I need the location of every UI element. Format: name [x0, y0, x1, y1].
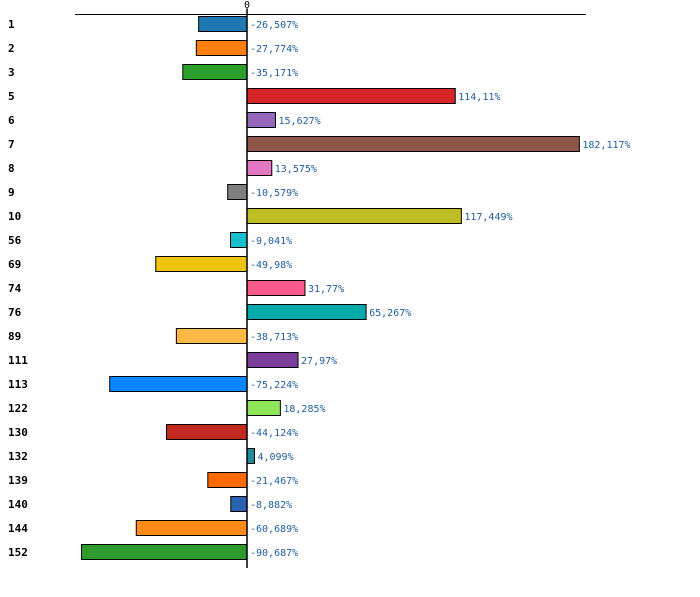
bar-76: [246, 304, 367, 320]
bars-group: [80, 16, 580, 560]
category-label: 130: [8, 426, 28, 439]
category-label: 144: [8, 522, 28, 535]
category-label: 10: [8, 210, 21, 223]
data-label: -75,224%: [250, 380, 298, 391]
data-label: 117,449%: [464, 212, 512, 223]
data-label: -49,98%: [250, 260, 292, 271]
bar-144: [135, 520, 248, 536]
bar-1: [198, 16, 248, 32]
bar-111: [246, 352, 299, 368]
category-label: 89: [8, 330, 21, 343]
data-label: 65,267%: [369, 308, 411, 319]
bar-8: [246, 160, 273, 176]
bar-89: [175, 328, 248, 344]
category-label: 76: [8, 306, 22, 319]
bar-2: [195, 40, 248, 56]
category-label: 152: [8, 546, 28, 559]
category-label: 2: [8, 42, 15, 55]
labels-group: 1 -26,507% 2 -27,774% 3 -35,171% 5 114,11% 6 15,6…: [8, 18, 631, 559]
bar-5: [246, 88, 456, 104]
category-label: 74: [8, 282, 22, 295]
data-label: -60,689%: [250, 524, 298, 535]
bar-140: [230, 496, 248, 512]
data-label: 4,099%: [257, 452, 293, 463]
category-label: 9: [8, 186, 15, 199]
data-label: 13,575%: [275, 164, 317, 175]
data-label: -21,467%: [250, 476, 298, 487]
data-label: -90,687%: [250, 548, 298, 559]
data-label: -27,774%: [250, 44, 298, 55]
data-label: -26,507%: [250, 20, 298, 31]
zero-tick-label: 0: [244, 0, 250, 11]
data-label: -10,579%: [250, 188, 298, 199]
data-label: 31,77%: [308, 284, 344, 295]
bar-139: [207, 472, 248, 488]
data-label: -35,171%: [250, 68, 298, 79]
category-label: 139: [8, 474, 28, 487]
category-label: 122: [8, 402, 28, 415]
category-label: 1: [8, 18, 15, 31]
bar-9: [227, 184, 248, 200]
bar-74: [246, 280, 306, 296]
bar-130: [165, 424, 248, 440]
bar-69: [155, 256, 248, 272]
bar-7: [246, 136, 580, 152]
data-label: 15,627%: [279, 116, 321, 127]
category-label: 3: [8, 66, 15, 79]
category-label: 69: [8, 258, 21, 271]
data-label: -38,713%: [250, 332, 298, 343]
bar-122: [246, 400, 281, 416]
category-label: 6: [8, 114, 15, 127]
category-label: 56: [8, 234, 22, 247]
bar-113: [109, 376, 248, 392]
bar-152: [80, 544, 248, 560]
category-label: 5: [8, 90, 15, 103]
category-label: 140: [8, 498, 28, 511]
category-label: 8: [8, 162, 15, 175]
data-label: 114,11%: [458, 92, 500, 103]
bar-3: [182, 64, 248, 80]
data-label: 18,285%: [283, 404, 325, 415]
data-label: 27,97%: [301, 356, 337, 367]
bar-132: [246, 448, 255, 464]
category-label: 111: [8, 354, 28, 367]
data-label: -8,882%: [250, 500, 292, 511]
data-label: 182,117%: [582, 140, 630, 151]
bar-56: [230, 232, 248, 248]
category-label: 132: [8, 450, 28, 463]
data-label: -44,124%: [250, 428, 298, 439]
data-label: -9,041%: [250, 236, 292, 247]
category-label: 113: [8, 378, 28, 391]
category-label: 7: [8, 138, 15, 151]
bar-6: [246, 112, 277, 128]
bar-10: [246, 208, 462, 224]
